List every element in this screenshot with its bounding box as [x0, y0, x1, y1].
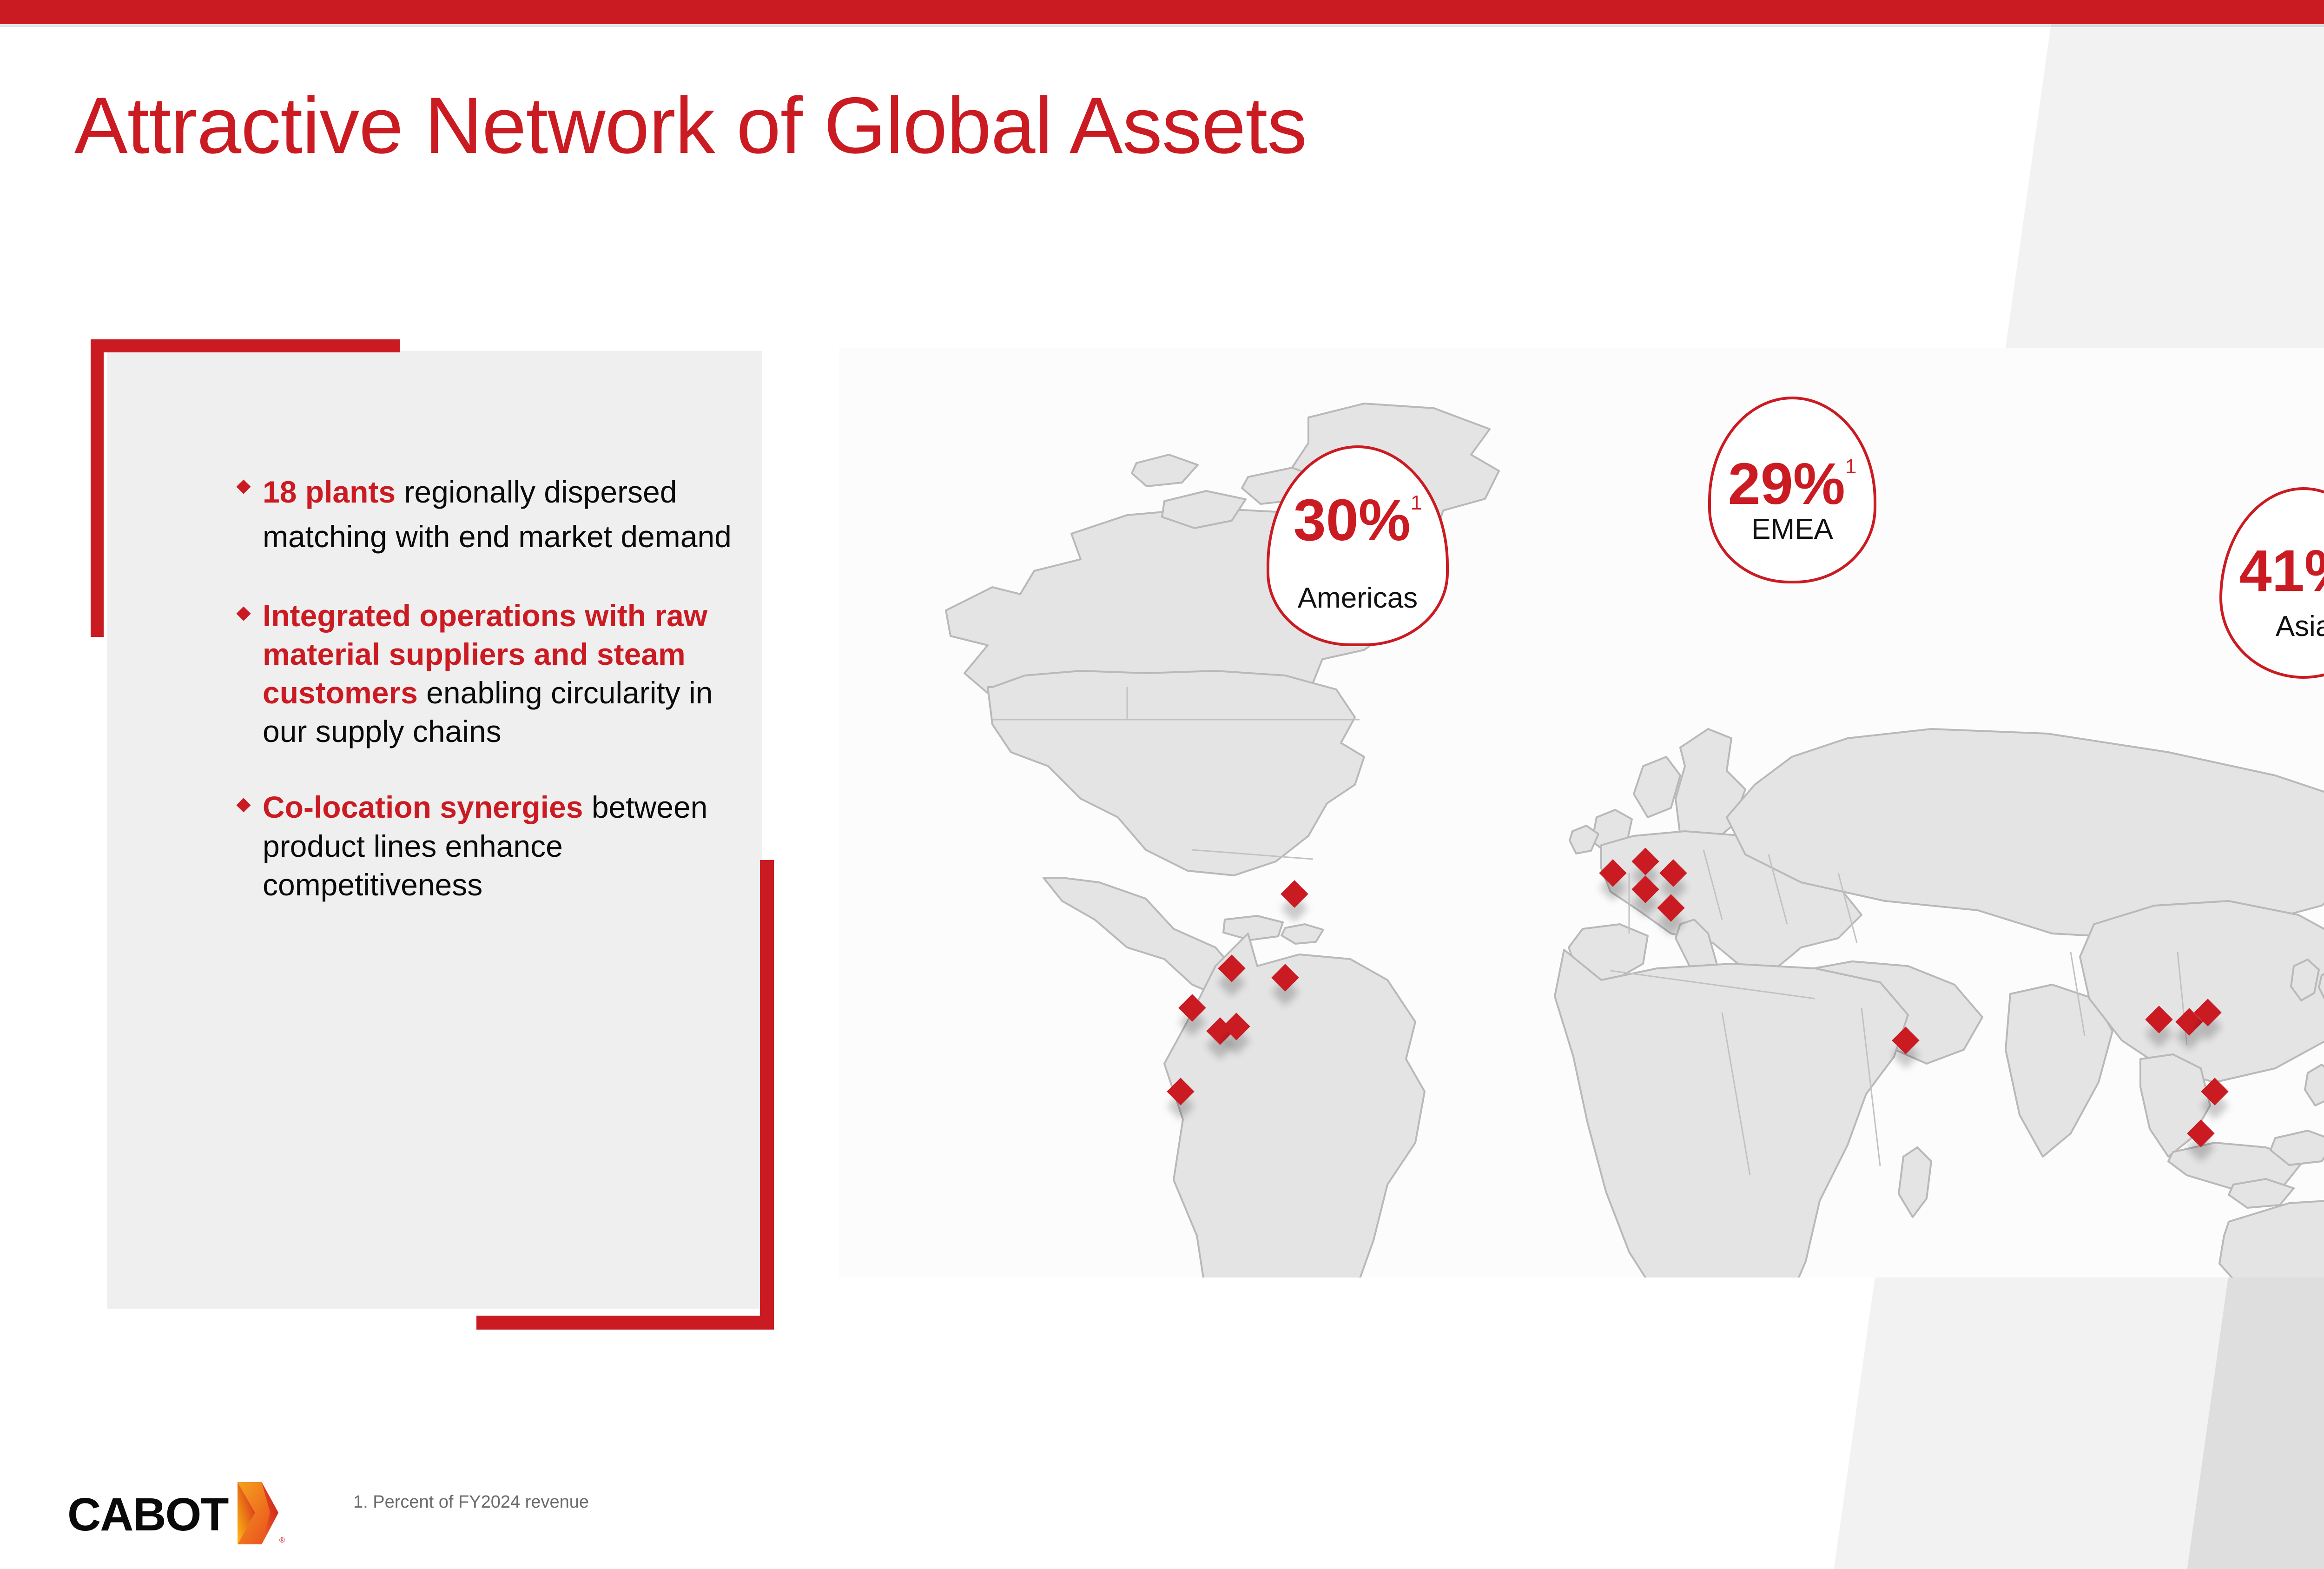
page-title: Attractive Network of Global Assets — [74, 81, 1307, 170]
footnote-text: 1. Percent of FY2024 revenue — [353, 1492, 589, 1512]
cabot-logo: CABOT ® — [67, 1478, 289, 1550]
world-map-panel: 30%1 Americas 29%1 EMEA 41%1 Asia — [839, 348, 2324, 1278]
chevron-logo-icon: ® — [233, 1478, 289, 1550]
callout-percent-text: 30% — [1293, 487, 1411, 553]
header-accent-bar — [0, 0, 2324, 24]
callout-region-americas: Americas — [1297, 582, 1418, 614]
card-accent-right — [760, 860, 774, 1330]
bullet-text: between product lines enhance competitiv… — [263, 790, 708, 902]
bullet-highlight: Co-location synergies — [263, 790, 583, 825]
callout-region-asia: Asia — [2275, 610, 2324, 642]
card-accent-left — [91, 339, 104, 637]
diamond-bullet-icon — [236, 479, 251, 494]
footnote-ref: 1 — [1845, 455, 1857, 478]
bullet-list: 18 plants regionally dispersed matching … — [230, 470, 755, 904]
logo-wordmark: CABOT — [67, 1488, 229, 1541]
callout-percent-text: 29% — [1728, 451, 1845, 516]
card-accent-top — [91, 339, 400, 352]
bullet-text: regionally dispersed matching with end m… — [263, 475, 732, 554]
callout-value-americas: 30% 1 — [1294, 491, 1422, 549]
list-item: Integrated operations with raw material … — [230, 596, 755, 751]
bullet-text: enabling circularity in our supply chain… — [263, 675, 713, 749]
world-map-graphic — [945, 403, 2324, 1278]
diamond-bullet-icon — [236, 606, 251, 621]
footnote-ref: 1 — [1410, 491, 1422, 514]
card-background — [107, 351, 762, 1309]
callout-value-emea: 29% 1 — [1728, 455, 1857, 513]
card-accent-bottom — [476, 1316, 774, 1330]
callout-emea: 29% 1 EMEA — [1708, 397, 1876, 583]
callout-percent-text: 41% — [2239, 538, 2324, 603]
diamond-bullet-icon — [236, 798, 251, 813]
list-item: 18 plants regionally dispersed matching … — [230, 470, 755, 559]
callout-value-asia: 41%1 — [2239, 542, 2324, 600]
header-accent-bar-shadow — [0, 24, 2324, 27]
bullet-highlight: 18 plants — [263, 475, 396, 509]
bullet-highlight: Integrated operations with raw material … — [263, 598, 708, 710]
key-points-card: 18 plants regionally dispersed matching … — [91, 339, 774, 1330]
callout-americas: 30% 1 Americas — [1267, 445, 1449, 646]
callout-region-emea: EMEA — [1751, 513, 1833, 545]
list-item: Co-location synergies between product li… — [230, 788, 755, 904]
svg-text:®: ® — [279, 1536, 285, 1544]
